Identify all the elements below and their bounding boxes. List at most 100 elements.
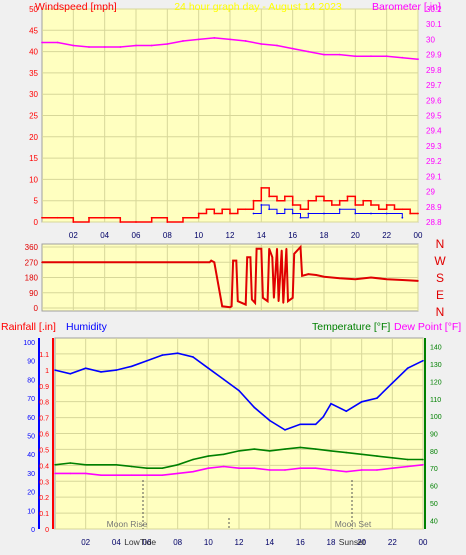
moon-sun-markers: Moon Rise Moon Set Low Tide Sunset [107,480,372,547]
rainfall-tick: 0.6 [39,432,49,439]
direction-tick: 0 [34,304,39,313]
point-temperature-f [284,448,286,450]
point-temperature-f [222,453,225,456]
point-humidity [69,372,72,375]
top-time-tick: 10 [194,231,203,240]
compass-label: S [436,271,444,285]
point-humidity [345,410,348,412]
point-windspeed-mph [41,216,43,219]
point-temperature-f [115,463,118,466]
point-temperature-f [330,450,332,452]
low-tide-label: Low [124,537,140,547]
point-windspeed-mph [268,195,271,198]
direction-tick: 270 [25,258,39,267]
point-windspeed-mph [346,195,349,198]
barometer-tick: 30.2 [426,5,442,14]
point-windspeed-mph [119,221,122,223]
humidity-tick: 100 [23,340,35,347]
wind-barometer-series [41,37,419,223]
point-humidity [360,401,363,403]
point-dew-point-f [130,474,133,476]
humidity-tick: 10 [27,508,35,515]
point-dew-point-f [207,467,210,470]
point-temperature-f [192,458,194,461]
point-windspeed-mph [385,204,388,206]
point-barometer-in [182,40,184,42]
point-dew-point-f [115,474,118,476]
point-wind-direction [262,297,264,299]
point-wind-direction [370,276,372,279]
point-windspeed-mph [330,204,333,206]
point-wind-direction [401,279,404,281]
top-time-tick: 22 [382,231,391,240]
lower-grid [55,338,424,530]
temperature-tick: 50 [430,501,438,508]
temperature-tick: 100 [430,414,442,421]
rainfall-tick: 1 [45,368,49,375]
rainfall-tick: 0.1 [39,511,49,518]
humidity-tick: 0 [31,527,35,534]
temperature-tick: 130 [430,362,442,369]
point-humidity [161,354,164,356]
windspeed-axis-label: Windspeed [mph] [35,1,117,13]
point-windspeed-mph [103,216,106,219]
point-barometer-in [135,44,137,47]
point-wind-direction [280,249,283,252]
barometer-tick: 29.6 [426,96,442,105]
point-gust [291,212,294,215]
point-humidity [54,369,56,371]
point-wind-direction [285,247,288,250]
compass-label: W [434,254,446,268]
point-dew-point-f [84,472,87,475]
point-wind-direction [246,256,249,258]
humidity-tick: 50 [27,434,35,441]
point-barometer-in [370,55,372,58]
point-windspeed-mph [205,208,208,211]
rainfall-tick: 1.1 [39,352,49,359]
point-temperature-f [146,467,148,470]
lower-time-tick: 00 [419,538,428,547]
point-gust [370,212,372,215]
top-time-axis-ticks: 02 04 06 08 10 12 14 16 18 20 22 00 [69,231,423,240]
lower-time-tick: 18 [327,538,336,547]
windspeed-tick: 50 [29,5,38,14]
lower-time-axis-ticks: 02 04 06 08 10 12 14 16 18 20 22 00 [81,538,428,547]
point-windspeed-mph [135,221,137,223]
point-humidity [130,365,133,368]
point-temperature-f [253,448,256,450]
point-temperature-f [176,463,179,466]
point-windspeed-mph [182,216,184,219]
temperature-axis-label: Temperature [°F] [312,321,390,333]
point-wind-direction [237,300,239,303]
point-dew-point-f [299,467,302,470]
point-gust [385,212,388,215]
rainfall-tick: 0.7 [39,416,49,423]
barometer-axis-ticks: 28.8 28.9 29 29.1 29.2 29.3 29.4 29.5 29.6 29.7 29… [426,5,442,227]
point-wind-direction [232,259,234,262]
point-humidity [322,416,325,418]
dewpoint-axis-label: Dew Point [°F] [394,321,461,333]
point-humidity [207,367,210,369]
point-wind-direction [323,275,325,278]
point-windspeed-mph [260,187,263,189]
point-windspeed-mph [299,208,302,211]
point-humidity [253,406,256,409]
point-temperature-f [406,458,409,461]
point-wind-direction [255,247,258,250]
point-windspeed-mph [393,208,396,211]
point-wind-direction [307,273,310,275]
barometer-tick: 29.2 [426,157,442,166]
point-temperature-f [422,458,424,461]
point-dew-point-f [314,467,317,470]
point-windspeed-mph [283,195,286,198]
point-humidity [176,352,179,355]
point-wind-direction [229,306,231,308]
top-time-tick: 00 [414,231,423,240]
humidity-tick: 60 [27,415,35,422]
lower-time-tick: 02 [81,538,90,547]
point-wind-direction [41,261,43,264]
top-time-tick: 06 [132,231,141,240]
point-barometer-in [401,56,404,59]
point-dew-point-f [376,469,378,471]
